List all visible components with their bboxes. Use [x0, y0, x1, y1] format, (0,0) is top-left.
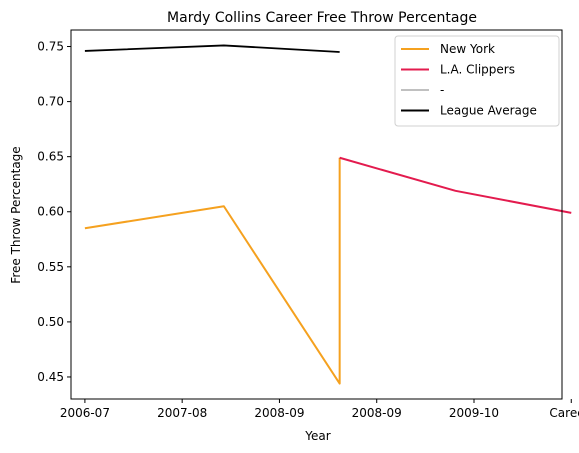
- y-tick-label: 0.75: [37, 40, 64, 54]
- y-tick-label: 0.70: [37, 95, 64, 109]
- y-axis-label: Free Throw Percentage: [9, 146, 23, 283]
- plot-frame: [70, 29, 563, 400]
- x-tick-label: 2007-08: [157, 406, 207, 420]
- y-tick-label: 0.65: [37, 150, 64, 164]
- x-axis: 2006-07 2007-08 2008-09 2008-09 2009-10 Caree…: [60, 399, 579, 420]
- x-axis-label: Year: [304, 429, 330, 443]
- y-tick-label: 0.45: [37, 370, 64, 384]
- series-line-1: [339, 156, 572, 214]
- x-tick-label: Career-: [549, 406, 579, 420]
- legend-entry-label: L.A. Clippers: [440, 63, 515, 77]
- series-line-0: [84, 157, 341, 385]
- x-tick-label: 2008-09: [352, 406, 402, 420]
- x-tick-label: 2006-07: [60, 406, 110, 420]
- y-axis: 0.45 0.50 0.55 0.60 0.65 0.70 0.75: [37, 40, 71, 384]
- y-tick-label: 0.50: [37, 315, 64, 329]
- legend-entry-label: -: [440, 83, 444, 97]
- y-tick-label: 0.60: [37, 205, 64, 219]
- legend: New York L.A. Clippers - League Average: [394, 35, 560, 127]
- legend-entry-label: New York: [440, 42, 495, 56]
- y-tick-label: 0.55: [37, 260, 64, 274]
- x-tick-label: 2008-09: [254, 406, 304, 420]
- series-layer: [84, 44, 572, 385]
- x-tick-label: 2009-10: [449, 406, 499, 420]
- chart-title: Mardy Collins Career Free Throw Percenta…: [167, 10, 477, 26]
- legend-box: [394, 35, 560, 127]
- plot-area: [70, 29, 572, 400]
- legend-entry-label: League Average: [440, 104, 537, 118]
- series-line-3: [84, 44, 340, 53]
